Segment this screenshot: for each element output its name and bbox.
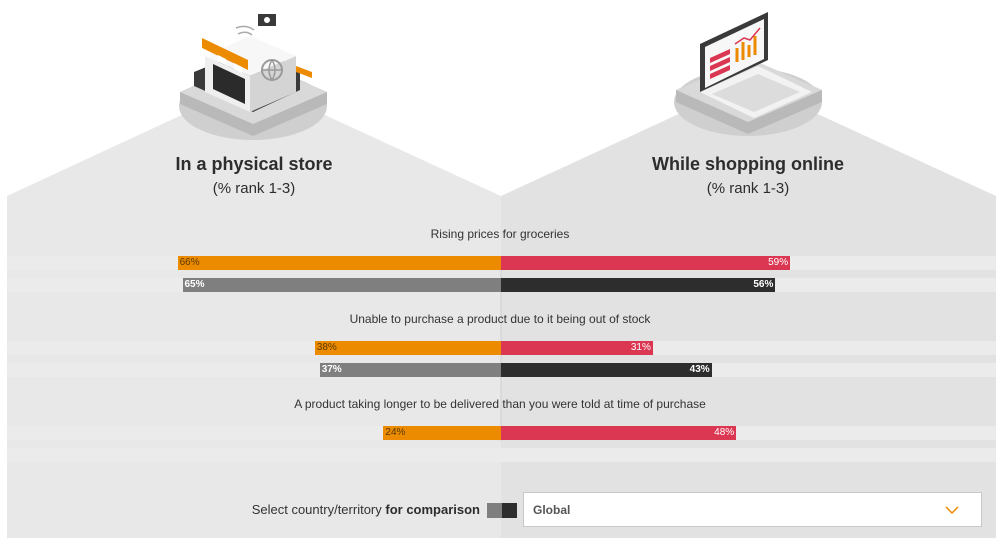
comparison-legend-label: Select country/territory for comparison: [251, 502, 480, 517]
country-select[interactable]: Global: [523, 492, 982, 527]
online-title: While shopping online: [652, 154, 844, 174]
bar-band: [7, 448, 996, 462]
physical-store-title: In a physical store: [175, 154, 333, 174]
storefront-icon: [179, 14, 327, 140]
comparison-store-swatch: [487, 503, 502, 518]
online-bar: 48%: [501, 426, 737, 440]
online-bar: 31%: [501, 341, 653, 355]
online-subtitle: (% rank 1-3): [706, 180, 790, 197]
chevron-down-icon: [945, 506, 959, 515]
physical-store-subtitle: (% rank 1-3): [212, 180, 296, 197]
online-comparison-bar: 43%: [501, 363, 712, 377]
category-label: A product taking longer to be delivered …: [294, 397, 706, 411]
physical-store-panel: [7, 82, 501, 538]
online-comparison-bar: 56%: [501, 278, 776, 292]
laptop-ecommerce-icon: [674, 12, 822, 136]
store-bar: 24%: [383, 426, 501, 440]
country-select-value: Global: [533, 503, 571, 517]
comparison-swatch: [487, 503, 517, 518]
store-comparison-bar: 65%: [182, 278, 501, 292]
category-label: Unable to purchase a product due to it b…: [349, 312, 651, 326]
store-bar: 66%: [177, 256, 501, 270]
store-bar: 38%: [314, 341, 501, 355]
online-panel: [501, 82, 996, 538]
category-label: Rising prices for groceries: [430, 227, 570, 241]
online-bar: 59%: [501, 256, 791, 270]
comparison-online-swatch: [502, 503, 517, 518]
store-comparison-bar: 37%: [319, 363, 501, 377]
